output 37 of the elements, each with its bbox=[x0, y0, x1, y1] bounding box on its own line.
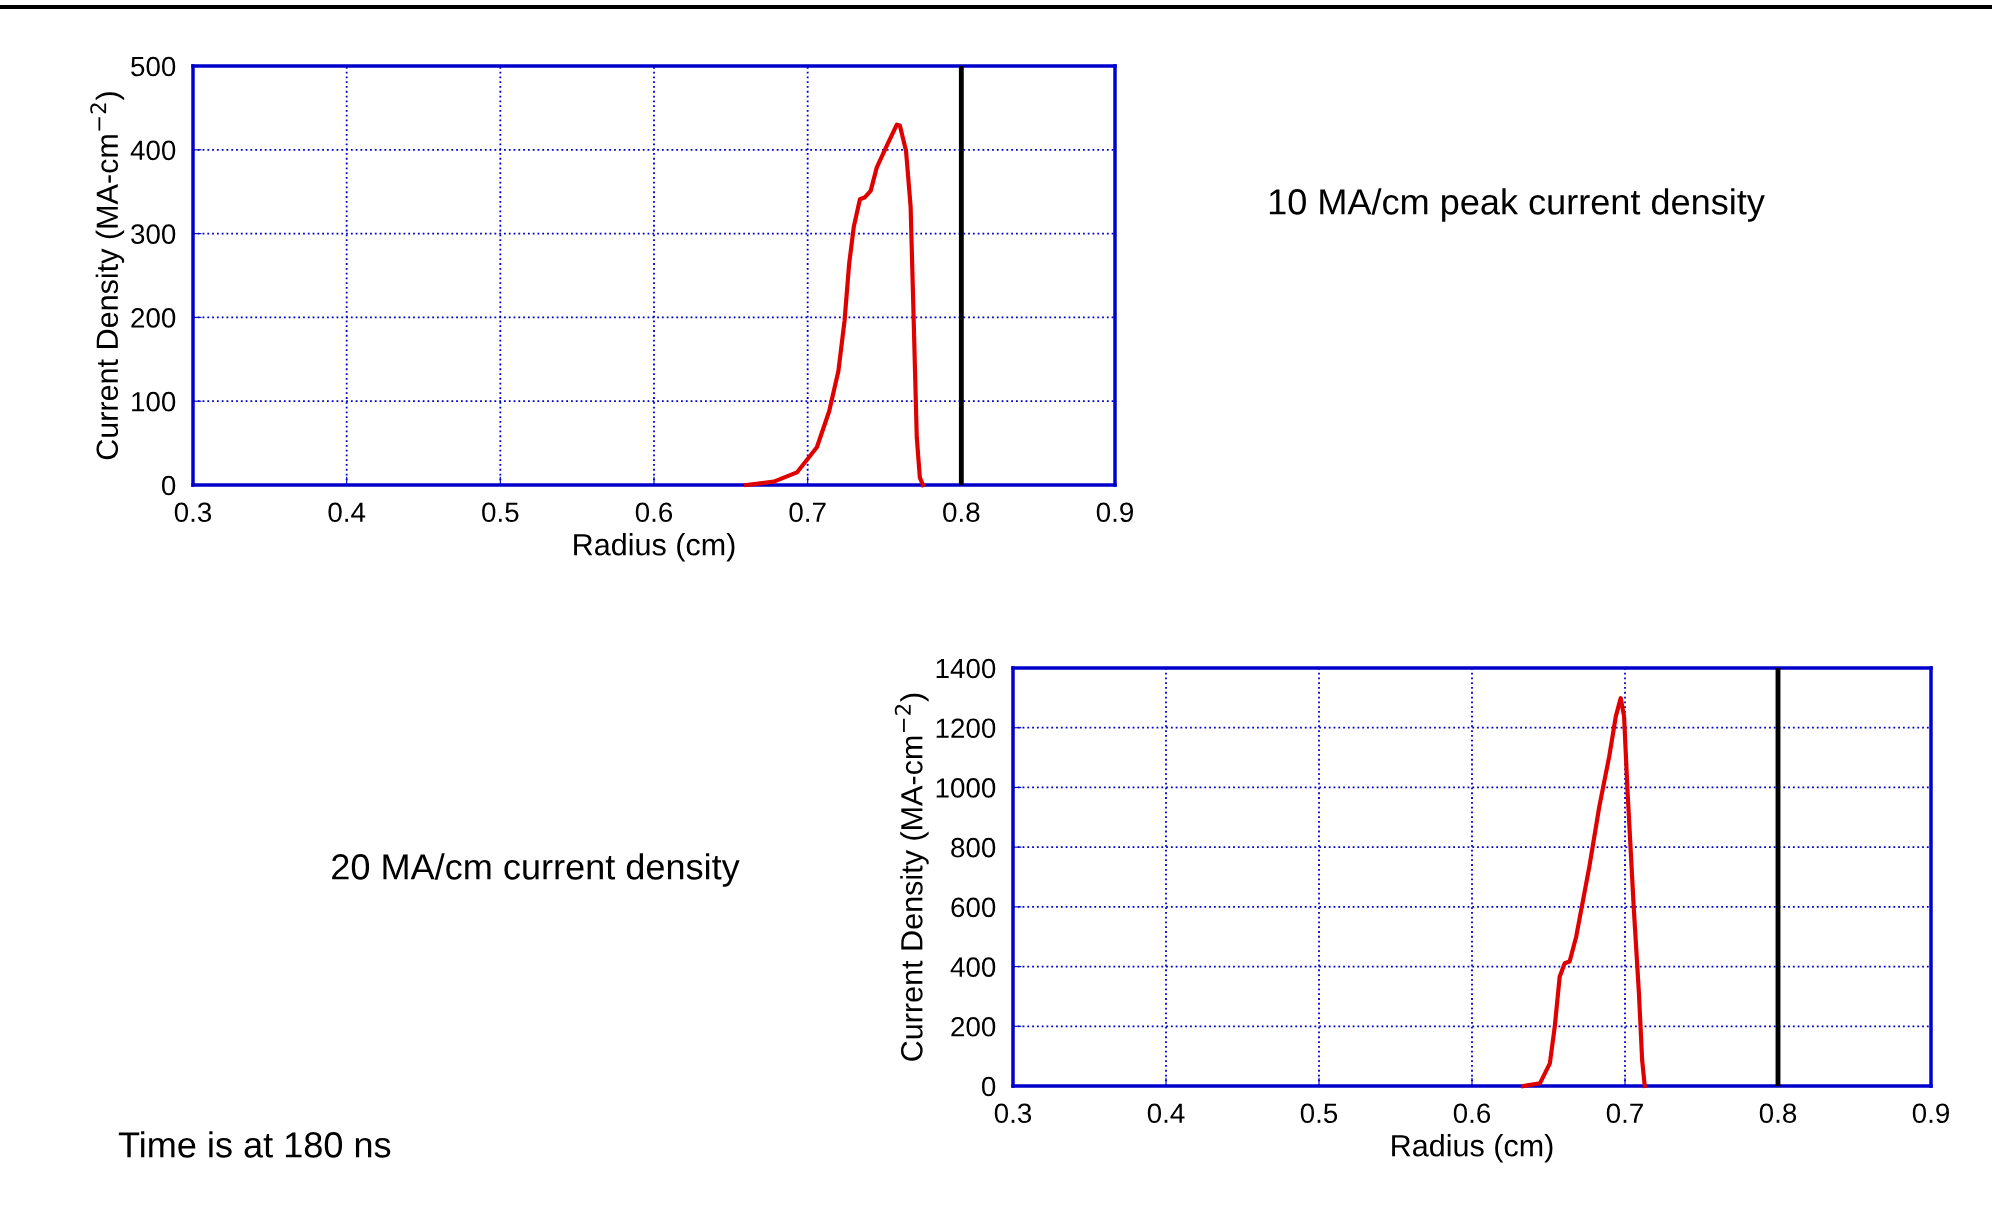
x-tick-label: 0.9 bbox=[1912, 1103, 1949, 1124]
y-tick-label: 400 bbox=[950, 957, 996, 977]
y-axis-title: Current Density (MA-cm$^{−2}$) bbox=[894, 693, 929, 1061]
x-tick-label: 0.4 bbox=[328, 502, 366, 523]
x-tick-label: 0.3 bbox=[174, 502, 212, 523]
y-tick-label: 1400 bbox=[936, 658, 996, 679]
x-tick-label: 0.8 bbox=[943, 502, 980, 523]
y-tick-label: 0 bbox=[981, 1076, 996, 1097]
y-tick-label: 500 bbox=[131, 56, 176, 77]
y-axis-title: Current Density (MA-cm$^{−2}$) bbox=[90, 92, 125, 460]
y-tick-label: 800 bbox=[951, 837, 996, 858]
y-tick-label: 300 bbox=[131, 224, 176, 244]
y-tick-label: 100 bbox=[132, 391, 176, 412]
x-tick-label: 0.7 bbox=[1606, 1103, 1643, 1124]
x-tick-label: 0.8 bbox=[1759, 1103, 1797, 1124]
y-tick-label: 200 bbox=[131, 308, 176, 328]
x-tick-label: 0.5 bbox=[482, 502, 519, 523]
y-tick-label: 600 bbox=[951, 897, 996, 918]
text: Time is at 180 ns bbox=[118, 1131, 391, 1158]
y-tick-label: 200 bbox=[951, 1016, 996, 1037]
text: 10 MA/cm peak current density bbox=[1269, 188, 1765, 222]
x-tick-label: 0.6 bbox=[635, 502, 673, 523]
y-tick-label: 400 bbox=[130, 140, 176, 161]
y-tick-label: 1200 bbox=[936, 718, 996, 739]
x-tick-label: 0.6 bbox=[1453, 1103, 1491, 1124]
line-series bbox=[744, 122, 926, 488]
y-tick-label: 1000 bbox=[936, 778, 996, 798]
x-tick-label: 0.9 bbox=[1096, 502, 1133, 523]
x-tick-label: 0.3 bbox=[994, 1103, 1032, 1124]
x-axis-title: Radius (cm) bbox=[574, 533, 735, 562]
x-tick-label: 0.7 bbox=[789, 502, 826, 523]
x-tick-label: 0.5 bbox=[1300, 1103, 1338, 1124]
text: 20 MA/cm current density bbox=[332, 853, 740, 887]
line-series bbox=[1521, 696, 1647, 1089]
x-axis-title: Radius (cm) bbox=[1392, 1134, 1553, 1163]
y-tick-label: 0 bbox=[161, 475, 176, 496]
x-tick-label: 0.4 bbox=[1147, 1103, 1185, 1124]
